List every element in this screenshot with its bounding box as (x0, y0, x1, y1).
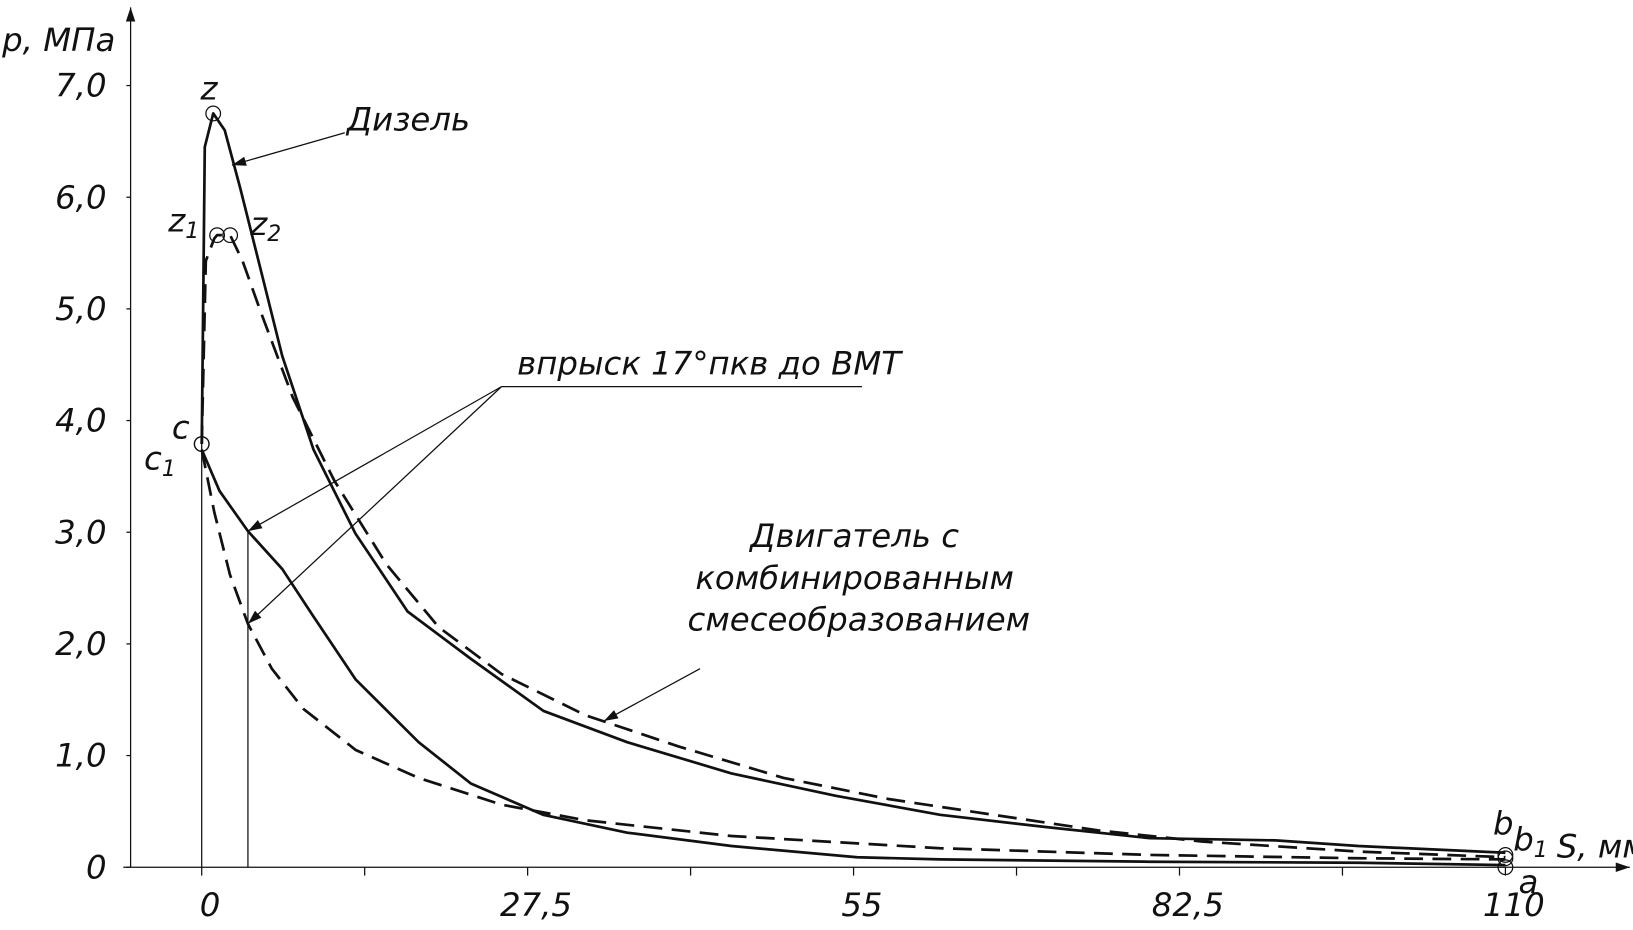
y-tick-label: 3,0 (55, 513, 107, 551)
state-point (222, 227, 239, 244)
point-subscript: 1 (162, 457, 176, 482)
state-point-label: b1 (1513, 821, 1548, 863)
x-tick-label: 0 (200, 886, 221, 924)
point-letter: c (144, 440, 162, 478)
x-tick-label: 55 (841, 886, 882, 924)
point-letter: b (1513, 821, 1534, 859)
injection-label: впрыск 17°пкв до ВМТ (517, 345, 903, 383)
point-subscript: 1 (1534, 838, 1548, 863)
state-point (1497, 859, 1514, 876)
x-axis-label: S, мм (1557, 827, 1633, 865)
y-tick-label: 5,0 (55, 290, 107, 328)
point-letter: z (200, 69, 219, 107)
combined-curve (200, 449, 1506, 861)
combined-arrow (603, 668, 701, 722)
state-point (193, 436, 210, 452)
y-axis-label: p, МПа (1, 21, 115, 59)
state-point-label: z (200, 69, 219, 107)
y-tick-label: 6,0 (55, 178, 107, 216)
x-tick-label: 82,5 (1152, 886, 1224, 924)
y-tick-label: 0 (86, 848, 107, 886)
point-letter: a (1518, 863, 1538, 901)
point-letter: z (167, 202, 186, 240)
point-subscript: 1 (185, 219, 199, 244)
state-point-label: c (172, 408, 190, 446)
y-tick-label: 7,0 (55, 67, 107, 105)
state-point (1497, 850, 1514, 867)
point-subscript: 2 (267, 222, 281, 247)
point-letter: b (1493, 805, 1514, 843)
state-point (205, 105, 222, 122)
y-tick-label: 1,0 (55, 737, 107, 775)
y-tick-label: 4,0 (55, 402, 107, 440)
x-tick-label: 110 (1483, 886, 1545, 924)
y-tick-label: 2,0 (55, 625, 107, 663)
state-point-label: b (1493, 805, 1514, 843)
x-tick-label: 27,5 (500, 886, 572, 924)
point-letter: c (172, 408, 190, 446)
diesel-arrow (231, 132, 345, 166)
state-point (1497, 847, 1514, 863)
state-point-label: a (1518, 863, 1538, 901)
injection-arrow (247, 386, 502, 625)
state-point-label: z2 (249, 205, 281, 247)
state-point-label: z1 (167, 202, 199, 244)
injection-arrow (247, 386, 502, 532)
combined-annotation: комбинированным (695, 559, 1014, 597)
diesel-annotation: Дизель (345, 100, 470, 138)
point-letter: z (249, 205, 268, 243)
state-point (209, 227, 226, 244)
combined-annotation: смесеобразованием (688, 601, 1031, 639)
diesel-curve (200, 449, 1506, 867)
combined-curve (200, 233, 1506, 859)
diesel-curve (200, 112, 1506, 855)
state-point-label: c1 (144, 440, 176, 482)
combined-annotation: Двигатель с (748, 517, 959, 555)
